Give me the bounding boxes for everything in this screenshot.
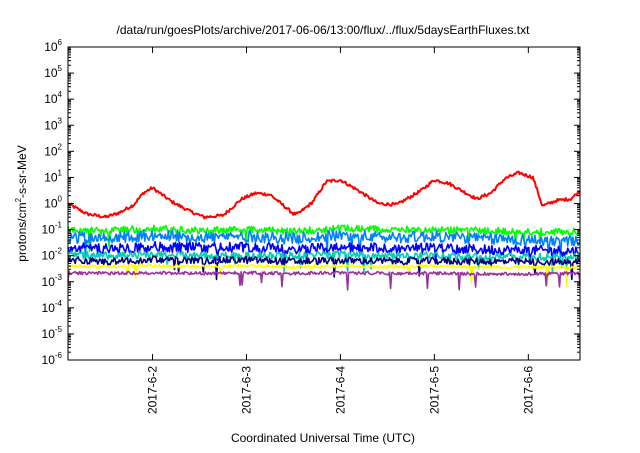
y-axis-label-rest: -s-sr-MeV — [15, 145, 29, 198]
x-tick-label: 2017-6-6 — [521, 366, 535, 414]
flux-series-line — [67, 224, 581, 253]
y-tick-label: 106 — [44, 38, 62, 54]
x-axis-label: Coordinated Universal Time (UTC) — [231, 431, 415, 445]
y-tick-base: 10 — [42, 301, 56, 315]
y-tick-label: 100 — [44, 195, 62, 211]
y-tick-base: 10 — [42, 275, 56, 289]
y-tick-exp: 0 — [58, 195, 63, 204]
y-tick-exp: 4 — [58, 90, 63, 99]
y-tick-exp: 5 — [58, 64, 63, 73]
plot-frame — [67, 46, 581, 361]
y-tick-label: 10-6 — [42, 351, 63, 367]
y-axis-label-main: protons/cm — [15, 202, 29, 261]
y-tick-exp: 1 — [58, 168, 63, 177]
y-tick-exp: -3 — [55, 273, 63, 282]
y-tick-label: 102 — [44, 142, 62, 158]
y-tick-label: 104 — [44, 90, 62, 106]
flux-series-line — [67, 255, 581, 281]
y-tick-exp: -6 — [55, 351, 63, 360]
x-tick-label: 2017-6-2 — [146, 366, 160, 414]
y-tick-exp: 6 — [58, 38, 63, 47]
y-tick-exp: -2 — [55, 247, 63, 256]
chart-title: /data/run/goesPlots/archive/2017-06-06/1… — [117, 23, 531, 37]
flux-series-line — [67, 270, 581, 291]
plot-area — [67, 170, 581, 291]
y-tick-label: 101 — [44, 168, 62, 184]
flux-series-line — [67, 229, 581, 260]
y-tick-base: 10 — [44, 118, 58, 132]
y-tick-base: 10 — [44, 170, 58, 184]
y-tick-base: 10 — [42, 249, 56, 263]
y-tick-label: 10-1 — [42, 221, 63, 237]
y-tick-base: 10 — [42, 223, 56, 237]
y-tick-base: 10 — [44, 197, 58, 211]
flux-series-line — [67, 263, 581, 288]
x-tick-label: 2017-6-5 — [427, 366, 441, 414]
y-tick-exp: 2 — [58, 142, 63, 151]
x-tick-label: 2017-6-3 — [239, 366, 253, 414]
y-tick-base: 10 — [42, 353, 56, 367]
flux-series-line — [67, 170, 581, 220]
y-tick-label: 10-2 — [42, 247, 63, 263]
y-tick-label: 10-5 — [42, 325, 63, 341]
y-axis: 10-610-510-410-310-210-11001011021031041… — [42, 38, 580, 367]
y-tick-exp: -5 — [55, 325, 63, 334]
y-axis-label-sup: 2 — [14, 197, 23, 202]
x-tick-label: 2017-6-4 — [333, 366, 347, 414]
y-tick-label: 10-3 — [42, 273, 63, 289]
y-tick-label: 10-4 — [42, 299, 63, 315]
x-axis: 2017-6-2 2017-6-3 2017-6-4 2017-6-5 2017-6-6 — [146, 47, 535, 414]
y-tick-exp: -4 — [55, 299, 63, 308]
y-tick-base: 10 — [44, 92, 58, 106]
y-tick-label: 105 — [44, 64, 62, 80]
y-tick-exp: -1 — [55, 221, 63, 230]
y-tick-base: 10 — [44, 40, 58, 54]
y-axis-label: protons/cm2-s-sr-MeV — [14, 145, 29, 261]
y-tick-base: 10 — [44, 66, 58, 80]
y-tick-base: 10 — [42, 327, 56, 341]
y-tick-base: 10 — [44, 144, 58, 158]
y-tick-exp: 3 — [58, 116, 63, 125]
y-tick-label: 103 — [44, 116, 62, 132]
